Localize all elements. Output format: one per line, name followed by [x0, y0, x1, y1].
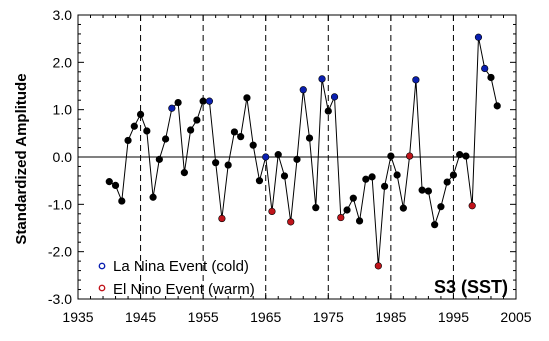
data-point-normal-1986: [393, 171, 401, 179]
data-point-normal-2001: [487, 73, 495, 82]
data-point-el-nino-1998: [468, 202, 476, 210]
data-point-normal-1955: [199, 97, 207, 105]
data-point-normal-2002: [493, 102, 501, 110]
legend-la-nina-marker: [98, 262, 106, 270]
data-point-la-nina-2000: [481, 64, 489, 73]
data-point-normal-1992: [431, 221, 439, 229]
data-point-la-nina-1965: [262, 153, 270, 161]
data-point-normal-1961: [237, 133, 245, 141]
series-line: [109, 37, 498, 266]
x-tick-label-1935: 1935: [62, 309, 93, 325]
data-point-normal-1946: [143, 127, 151, 135]
data-point-normal-1960: [230, 128, 239, 136]
data-point-el-nino-1983: [374, 262, 382, 270]
y-tick-label-2.0: 2.0: [53, 54, 73, 70]
data-point-el-nino-1977: [337, 213, 345, 222]
data-point-normal-1997: [462, 152, 470, 160]
data-point-normal-1993: [437, 203, 445, 211]
data-point-la-nina-1999: [474, 33, 483, 41]
data-point-normal-1943: [124, 136, 132, 145]
legend-el-nino-marker: [98, 284, 106, 292]
data-point-normal-1951: [174, 98, 182, 107]
data-point-normal-1948: [155, 155, 163, 163]
series-layer: [105, 33, 501, 270]
data-point-normal-1954: [193, 116, 201, 124]
x-tick-label-1965: 1965: [250, 309, 281, 325]
y-tick-label-1.0: 1.0: [53, 102, 73, 118]
data-point-normal-1947: [149, 193, 157, 201]
x-tick-label-1985: 1985: [375, 309, 406, 325]
data-point-el-nino-1966: [268, 207, 276, 216]
data-point-normal-1991: [424, 187, 433, 195]
y-tick-label--2.0: -2.0: [48, 244, 72, 260]
data-point-normal-1964: [255, 177, 264, 185]
data-point-normal-1940: [105, 178, 113, 186]
data-point-normal-1957: [212, 159, 220, 167]
data-point-normal-1970: [293, 155, 301, 163]
data-point-normal-1941: [111, 181, 120, 189]
data-point-normal-1978: [343, 206, 351, 214]
data-point-normal-1959: [224, 161, 232, 169]
data-point-normal-1982: [368, 173, 376, 181]
y-tick-label-3.0: 3.0: [53, 7, 73, 23]
data-point-normal-1944: [130, 122, 138, 130]
x-tick-label-1945: 1945: [125, 309, 156, 325]
data-point-normal-1953: [187, 126, 195, 134]
legend: La Nina Event (cold) El Nino Event (warm…: [98, 258, 255, 298]
data-point-normal-1995: [449, 171, 458, 179]
data-point-el-nino-1969: [287, 218, 295, 226]
data-point-la-nina-1989: [412, 76, 420, 84]
data-point-normal-1942: [118, 197, 126, 205]
data-point-normal-1987: [399, 204, 407, 212]
y-tick-label--3.0: -3.0: [48, 291, 72, 307]
panel-label: S3 (SST): [434, 277, 508, 297]
data-point-normal-1973: [312, 204, 320, 212]
data-point-normal-1990: [418, 186, 426, 194]
data-point-normal-1996: [456, 151, 464, 159]
x-tick-label-1955: 1955: [188, 309, 219, 325]
data-point-la-nina-1976: [330, 93, 339, 101]
y-axis-label: Standardized Amplitude: [13, 73, 30, 244]
data-point-la-nina-1956: [205, 97, 213, 105]
data-point-normal-1975: [324, 107, 332, 115]
data-point-normal-1963: [249, 141, 257, 149]
data-point-la-nina-1971: [299, 86, 307, 94]
legend-la-nina-label: La Nina Event (cold): [113, 258, 249, 275]
data-point-normal-1962: [243, 94, 251, 102]
data-point-normal-1980: [355, 217, 364, 225]
data-point-normal-1945: [136, 110, 145, 118]
data-point-normal-1972: [305, 134, 314, 142]
data-point-normal-1984: [381, 182, 389, 190]
data-point-la-nina-1950: [168, 104, 176, 112]
data-point-normal-1985: [387, 152, 395, 160]
x-tick-label-2005: 2005: [500, 309, 531, 325]
data-point-el-nino-1988: [406, 152, 414, 160]
y-tick-label--1.0: -1.0: [48, 196, 72, 212]
y-tick-label-0.0: 0.0: [53, 149, 73, 165]
data-point-normal-1979: [349, 194, 357, 202]
data-point-normal-1981: [362, 175, 370, 183]
data-point-normal-1949: [162, 135, 170, 143]
tick-label-layer: 1935 1945 1955 1965 1975 1985 1995 2005 3.0 2.0 1.…: [48, 7, 532, 325]
axis-layer: [77, 14, 517, 300]
legend-el-nino-label: El Nino Event (warm): [113, 281, 255, 298]
data-point-normal-1952: [180, 169, 188, 177]
x-tick-label-1975: 1975: [313, 309, 344, 325]
data-point-normal-1968: [280, 172, 289, 180]
data-point-la-nina-1974: [318, 75, 326, 83]
x-tick-label-1995: 1995: [438, 309, 469, 325]
data-point-normal-1994: [443, 178, 451, 186]
data-point-el-nino-1958: [218, 214, 226, 223]
data-point-normal-1967: [274, 151, 282, 159]
